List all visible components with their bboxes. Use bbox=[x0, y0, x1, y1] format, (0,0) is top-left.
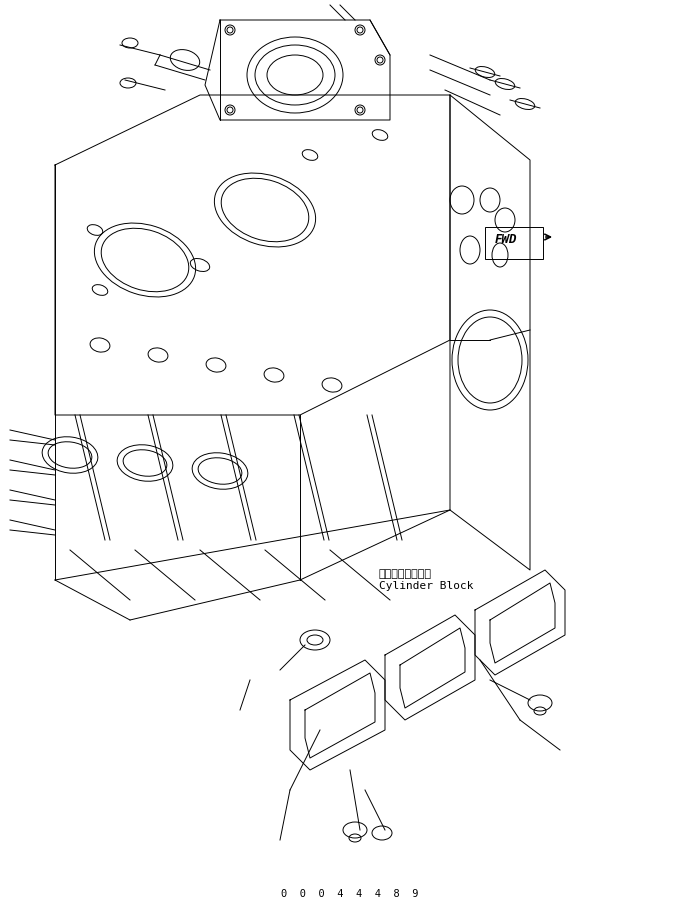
Text: FWD: FWD bbox=[495, 233, 518, 246]
Text: シリンダブロック: シリンダブロック bbox=[379, 569, 432, 579]
Text: 0  0  0  4  4  4  8  9: 0 0 0 4 4 4 8 9 bbox=[281, 889, 419, 899]
Bar bbox=[485, 227, 543, 259]
Text: Cylinder Block: Cylinder Block bbox=[379, 581, 473, 591]
